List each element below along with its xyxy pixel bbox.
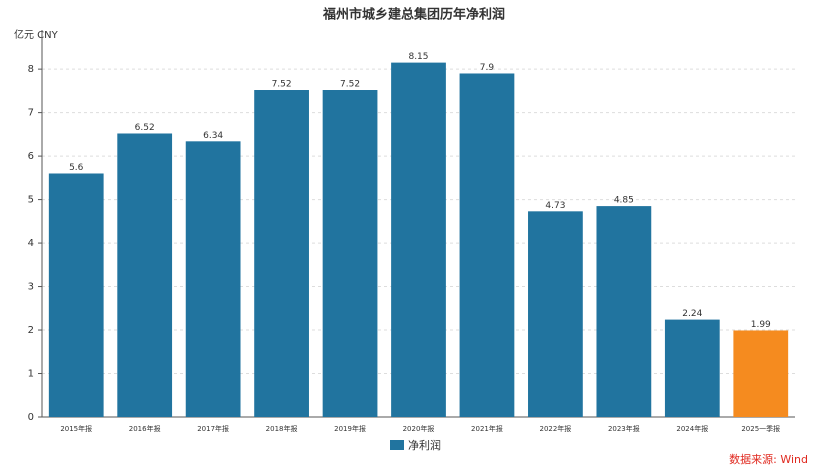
- y-tick-label: 7: [28, 108, 34, 119]
- value-label: 5.6: [69, 163, 84, 173]
- bar: [459, 73, 515, 417]
- value-label: 4.73: [545, 201, 565, 211]
- y-tick-label: 1: [28, 369, 34, 380]
- chart-title: 福州市城乡建总集团历年净利润: [322, 7, 505, 23]
- value-label: 7.52: [340, 80, 360, 90]
- bar: [391, 62, 446, 417]
- source: 数据来源: Wind: [729, 452, 808, 466]
- x-tick-label: 2023年报: [608, 424, 640, 433]
- bar: [664, 319, 720, 417]
- legend-swatch: [390, 440, 404, 450]
- bar: [48, 173, 104, 417]
- x-tick-label: 2025一季报: [741, 424, 780, 433]
- x-tick-label: 2020年报: [403, 424, 435, 433]
- bar: [733, 330, 789, 417]
- bar: [322, 90, 378, 417]
- bar: [596, 206, 652, 417]
- y-tick-label: 4: [28, 238, 34, 249]
- y-tick-label: 5: [28, 195, 34, 206]
- bar: [185, 141, 241, 418]
- value-label: 6.52: [135, 123, 155, 133]
- y-unit: 亿元 CNY: [14, 28, 59, 41]
- bar: [254, 90, 309, 417]
- y-tick-label: 8: [28, 64, 34, 75]
- y-tick-label: 0: [28, 412, 34, 423]
- x-tick-label: 2016年报: [129, 424, 161, 433]
- x-tick-label: 2017年报: [197, 424, 229, 433]
- legend-label: 净利润: [408, 438, 441, 452]
- x-tick-label: 2022年报: [539, 424, 571, 433]
- x-tick-label: 2021年报: [471, 424, 503, 433]
- x-tick-label: 2018年报: [266, 424, 298, 433]
- y-tick-label: 2: [28, 325, 34, 336]
- value-label: 6.34: [203, 131, 223, 141]
- bar: [528, 211, 583, 417]
- x-tick-label: 2024年报: [676, 424, 708, 433]
- value-label: 7.52: [272, 80, 292, 90]
- value-label: 7.9: [480, 63, 495, 73]
- y-tick-label: 3: [28, 282, 34, 293]
- value-label: 8.15: [408, 52, 428, 62]
- x-tick-label: 2015年报: [60, 424, 92, 433]
- value-label: 4.85: [614, 196, 634, 206]
- value-label: 2.24: [682, 309, 702, 319]
- value-label: 1.99: [751, 320, 771, 330]
- bar: [117, 133, 173, 418]
- y-tick-label: 6: [28, 151, 34, 162]
- x-tick-label: 2019年报: [334, 424, 366, 433]
